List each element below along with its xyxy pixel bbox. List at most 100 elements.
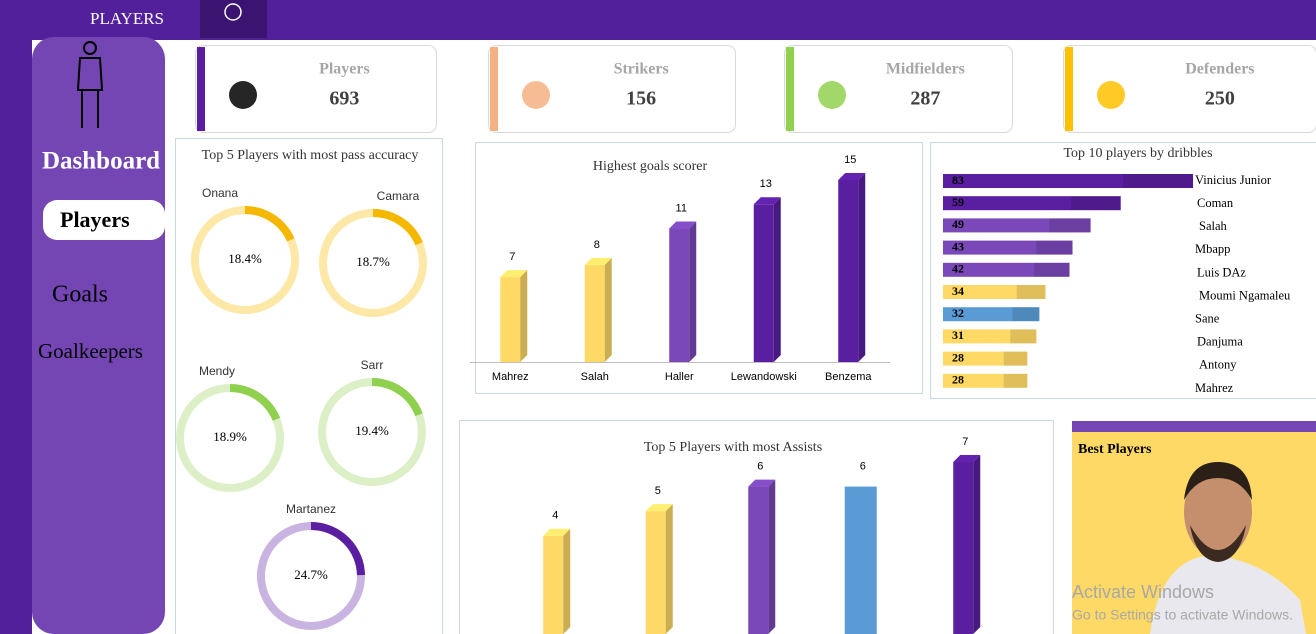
value-label: 83: [952, 173, 964, 187]
bar-top: [838, 173, 866, 180]
kpi-card: [488, 45, 736, 133]
bar-shade: [1049, 218, 1091, 233]
bar: [844, 486, 877, 634]
sidebar-strip: [0, 40, 32, 634]
y-tick-label: Luis DAz: [1197, 265, 1246, 279]
donut-name: Sarr: [361, 358, 384, 372]
kpi-value: 693: [329, 88, 359, 110]
nav-active[interactable]: [43, 200, 165, 240]
bar-top: [748, 479, 776, 487]
bar: [943, 240, 1073, 255]
bar-top: [500, 270, 528, 278]
bar: [645, 511, 666, 634]
kpi-card: [1063, 45, 1316, 133]
bar: [943, 196, 1121, 211]
bar-top: [753, 197, 781, 205]
value-label: 4: [552, 510, 558, 522]
x-tick-label: Lewandowski: [731, 371, 797, 383]
donut-arc: [229, 384, 281, 421]
x-tick-label: Salah: [581, 371, 609, 383]
value-label: 31: [952, 328, 964, 342]
nav-item[interactable]: Goalkeepers: [38, 339, 143, 363]
value-label: 34: [952, 284, 964, 298]
kpi-value: 250: [1205, 88, 1235, 110]
nav-item[interactable]: Players: [60, 207, 130, 232]
panel: [930, 142, 1316, 399]
donut-label: 24.7%: [294, 567, 328, 582]
bar-side: [768, 479, 776, 634]
value-label: 8: [594, 239, 600, 251]
donut-label: 18.4%: [228, 251, 262, 266]
chart-title: Highest goals scorer: [593, 159, 708, 174]
chart-title: Top 5 Players with most pass accuracy: [202, 148, 419, 163]
panel: [175, 138, 443, 634]
bar: [748, 486, 769, 634]
bar-shade: [1034, 262, 1070, 277]
bar-shade: [1012, 307, 1040, 322]
donut-label: 19.4%: [355, 423, 389, 438]
bar: [500, 277, 521, 362]
donut-arc: [372, 209, 423, 246]
bar: [943, 285, 1046, 299]
donut-name: Martanez: [286, 502, 336, 516]
page-title: PLAYERS: [90, 9, 164, 28]
bar-side: [689, 221, 697, 362]
bar: [584, 264, 605, 362]
x-tick-label: Mahrez: [492, 371, 529, 383]
kpi-icon: [522, 81, 550, 109]
bar: [943, 373, 1028, 388]
kpi-icon: [229, 81, 257, 109]
donut-label: 18.7%: [356, 254, 390, 269]
top-bar: [0, 0, 1316, 40]
bar: [669, 228, 690, 362]
bar-top: [584, 257, 612, 265]
sidebar: [32, 37, 165, 634]
best-band: [1072, 421, 1316, 432]
kpi-label: Defenders: [1185, 61, 1254, 78]
x-tick-label: Haller: [665, 371, 694, 383]
value-label: 7: [509, 251, 515, 263]
kpi-accent: [1065, 47, 1073, 131]
logo-ball: [224, 3, 242, 21]
value-label: 6: [757, 460, 763, 472]
y-tick-label: Coman: [1197, 196, 1234, 210]
value-label: 7: [962, 436, 968, 448]
value-label: 28: [952, 350, 964, 364]
value-label: 5: [655, 485, 661, 497]
bar-shade: [1016, 285, 1046, 299]
nav-item[interactable]: Dashboard: [42, 148, 160, 175]
bar: [753, 204, 774, 362]
bar-side: [665, 504, 673, 634]
value-label: 6: [860, 460, 866, 472]
bar-side: [563, 528, 571, 634]
bar-shade: [1123, 174, 1193, 188]
value-label: 59: [952, 195, 964, 209]
chart-title: Top 5 Players with most Assists: [644, 440, 822, 455]
donut-label: 18.9%: [213, 429, 247, 444]
nav-item[interactable]: Goals: [52, 282, 108, 308]
bar: [943, 329, 1037, 344]
watermark: Activate Windows: [1072, 582, 1214, 602]
bar: [953, 462, 974, 634]
value-label: 15: [844, 154, 856, 166]
kpi-accent: [197, 47, 205, 131]
panel: [475, 142, 923, 394]
bar-shade: [1036, 240, 1073, 255]
bar-side: [858, 173, 866, 362]
player-photo: [1150, 462, 1306, 634]
bar: [943, 351, 1028, 366]
bar-side: [520, 270, 528, 362]
kpi-label: Strikers: [614, 61, 669, 78]
kpi-card: [784, 45, 1013, 133]
bar: [838, 180, 859, 362]
kpi-value: 287: [910, 88, 940, 110]
bar-side: [973, 455, 981, 634]
kpi-icon: [818, 81, 846, 109]
bar-top: [543, 528, 571, 536]
kpi-icon: [1097, 81, 1125, 109]
player-icon: [76, 41, 104, 128]
bar-shade: [1003, 351, 1028, 366]
chart-title: Top 10 players by dribbles: [1063, 146, 1212, 161]
value-label: 28: [952, 373, 964, 387]
bar-shade: [1070, 196, 1121, 211]
